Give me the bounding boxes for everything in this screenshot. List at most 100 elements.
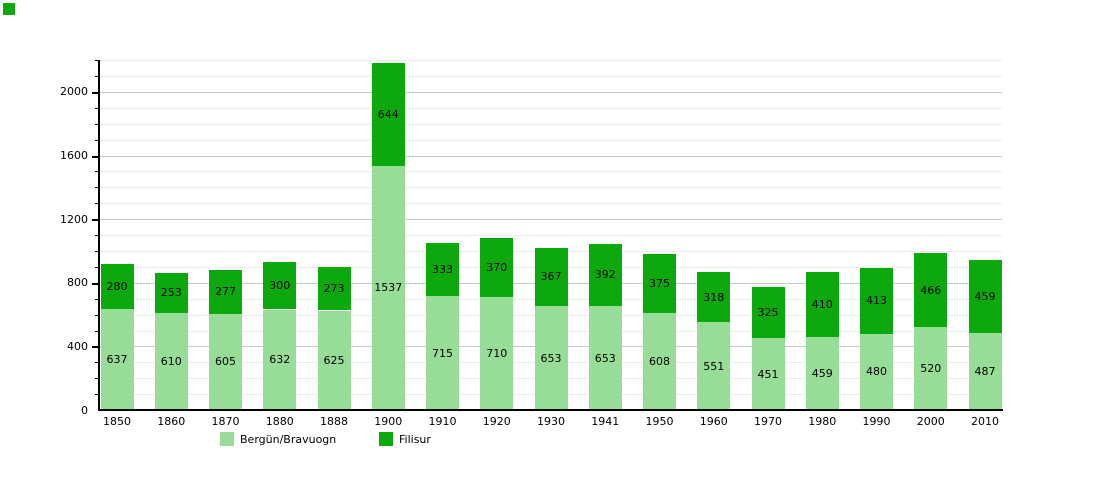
- bar-segment-filisur-1960: [697, 271, 731, 323]
- bar-segment-bergun-1930: [534, 306, 568, 410]
- y-axis-tick: [92, 91, 99, 94]
- x-axis-label: 1860: [157, 415, 186, 428]
- bar-value-label: 466: [920, 283, 942, 297]
- bar-value-label: 273: [323, 282, 345, 296]
- bar-value-label: 459: [811, 367, 833, 380]
- bar-value-label: 1537: [374, 281, 403, 295]
- y-axis-tick: [95, 60, 99, 61]
- y-axis-tick: [95, 298, 99, 300]
- y-axis-tick: [95, 314, 99, 316]
- bar-segment-filisur-1910: [426, 243, 459, 297]
- bar-segment-bergun-1950: [643, 313, 676, 410]
- bar-value-label: 392: [594, 268, 616, 282]
- bar-segment-filisur-1950: [643, 253, 676, 314]
- bar-value-label: 253: [160, 286, 182, 300]
- bar-segment-bergun-1980: [805, 337, 839, 410]
- y-axis-label: 1200: [60, 212, 88, 226]
- x-axis-label: 1980: [808, 415, 837, 428]
- bar-value-label: 451: [757, 367, 779, 381]
- bar-value-label: 459: [974, 289, 996, 303]
- legend-label-filisur: Filisur: [399, 433, 431, 446]
- y-axis-tick: [95, 394, 99, 396]
- bar-value-label: 653: [540, 351, 562, 365]
- x-axis-label: 1900: [374, 415, 403, 428]
- y-axis-tick: [92, 155, 99, 158]
- y-axis-label: 800: [67, 276, 88, 290]
- bar-segment-bergun-1970: [751, 338, 785, 411]
- gridline-major: [100, 219, 1002, 221]
- bar-value-label: 608: [649, 355, 670, 369]
- gridline-major: [100, 91, 1002, 93]
- y-axis-tick: [95, 235, 99, 236]
- bar-segment-filisur-1850: [100, 264, 134, 309]
- bar-segment-bergun-1910: [426, 296, 459, 411]
- y-axis-tick: [95, 123, 99, 125]
- bar-value-label: 333: [432, 263, 453, 277]
- bar-segment-bergun-2000: [914, 327, 948, 410]
- x-axis-label: 1990: [862, 415, 891, 428]
- y-axis-tick: [95, 75, 99, 77]
- bar-segment-bergun-1900: [371, 165, 405, 410]
- x-axis-label: 1930: [537, 415, 565, 428]
- bar-value-label: 300: [269, 279, 291, 293]
- y-axis-tick: [95, 250, 99, 252]
- legend-swatch-filisur: [379, 432, 393, 446]
- y-axis-tick: [95, 187, 99, 189]
- gridline-minor: [100, 75, 1002, 77]
- bar-segment-filisur-1880: [263, 261, 297, 310]
- bar-segment-bergun-1990: [860, 333, 893, 410]
- gridline-minor: [100, 171, 1002, 173]
- bar-value-label: 551: [703, 359, 725, 373]
- y-axis-tick: [95, 171, 99, 173]
- bar-segment-filisur-2010: [968, 259, 1002, 333]
- bar-value-label: 375: [649, 276, 670, 290]
- bar-value-label: 610: [160, 355, 182, 368]
- bar-value-label: 644: [377, 107, 399, 121]
- bar-value-label: 280: [106, 279, 128, 293]
- y-axis-tick: [95, 330, 99, 332]
- x-axis-label: 1880: [265, 415, 294, 428]
- y-axis-label: 0: [81, 403, 88, 417]
- bar-value-label: 637: [106, 352, 128, 366]
- x-axis-label: 1870: [211, 415, 240, 428]
- bar-segment-filisur-1930: [534, 247, 568, 307]
- gridline-minor: [100, 60, 1002, 61]
- bar-segment-bergun-1850: [100, 308, 134, 410]
- bar-segment-filisur-1888: [317, 267, 351, 311]
- x-axis-label: 1970: [754, 415, 782, 428]
- y-axis-tick: [95, 378, 99, 380]
- bar-value-label: 480: [866, 365, 887, 379]
- bar-segment-bergun-1870: [209, 313, 242, 411]
- x-axis-label: 2000: [916, 415, 945, 428]
- y-axis-tick: [92, 346, 99, 349]
- gridline-minor: [100, 107, 1002, 109]
- bar-value-label: 605: [215, 355, 236, 369]
- bar-segment-bergun-1941: [588, 306, 622, 410]
- plot-area: 637 280 610 253 605 277 632 300 625 273 1537 644 715…: [100, 60, 1002, 411]
- y-axis-tick: [95, 362, 99, 364]
- gridline-minor: [100, 123, 1002, 125]
- x-axis-label: 1920: [482, 415, 511, 428]
- bar-value-label: 370: [486, 261, 508, 275]
- bar-value-label: 367: [540, 270, 562, 284]
- x-axis-label: 2010: [971, 415, 999, 428]
- y-axis-tick: [95, 107, 99, 109]
- y-axis-label: 2000: [60, 85, 88, 99]
- bar-value-label: 413: [866, 294, 887, 308]
- bar-segment-filisur-1941: [588, 243, 622, 307]
- y-axis-tick: [95, 266, 99, 268]
- bar-segment-bergun-1860: [154, 313, 188, 410]
- bar-segment-bergun-1960: [697, 322, 731, 410]
- legend-swatch-bergun-bravuogn: [220, 432, 234, 446]
- bar-segment-bergun-1888: [317, 310, 351, 410]
- bar-value-label: 625: [323, 353, 345, 367]
- gridline-minor: [100, 139, 1002, 141]
- corner-marker: [3, 3, 15, 15]
- bar-value-label: 710: [486, 347, 508, 360]
- bar-segment-filisur-1980: [805, 271, 839, 337]
- bar-value-label: 325: [757, 305, 779, 319]
- y-axis-tick: [95, 139, 99, 141]
- bar-segment-bergun-1920: [480, 297, 514, 410]
- gridline-minor: [100, 235, 1002, 236]
